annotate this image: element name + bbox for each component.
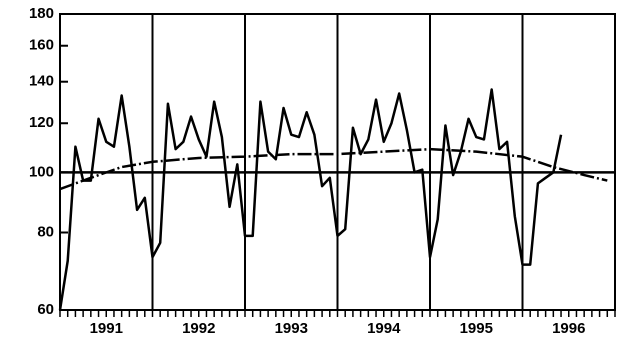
y-tick-label: 160	[29, 37, 54, 54]
series-line	[59, 147, 608, 191]
y-tick-label: 100	[29, 163, 54, 180]
x-tick-label: 1991	[90, 320, 123, 337]
y-tick-label: 180	[29, 5, 54, 22]
y-tick-label: 120	[29, 114, 54, 131]
x-tick-label: 1994	[367, 320, 401, 337]
series-line	[58, 88, 563, 311]
y-tick-label: 60	[37, 301, 54, 318]
x-tick-label: 1995	[460, 320, 493, 337]
x-tick-label: 1996	[552, 320, 585, 337]
x-tick-label: 1992	[182, 320, 215, 337]
x-tick-label: 1993	[275, 320, 308, 337]
y-tick-label: 140	[29, 73, 54, 90]
y-tick-label: 80	[37, 223, 54, 240]
